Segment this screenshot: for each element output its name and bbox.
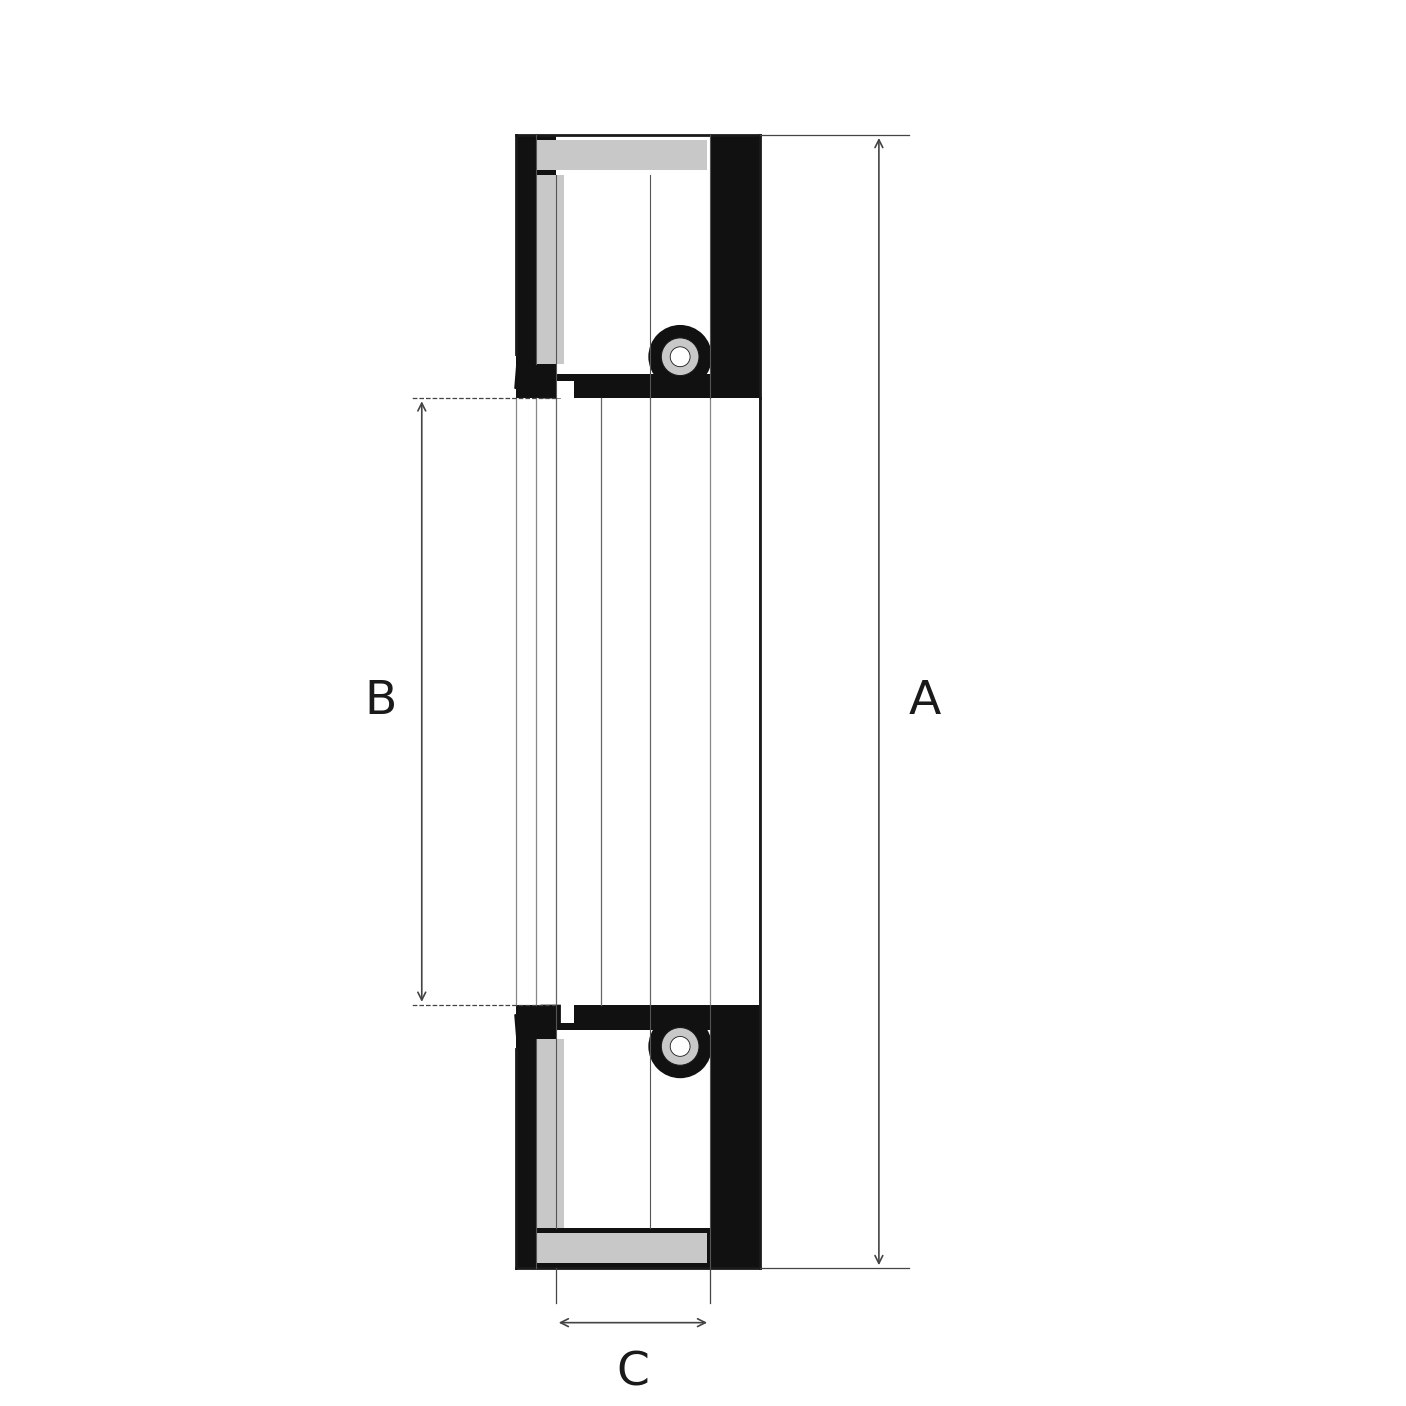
Circle shape [648,1015,711,1078]
Polygon shape [516,1039,536,1229]
Polygon shape [536,141,707,170]
Polygon shape [555,174,710,398]
Polygon shape [555,1005,574,1022]
Polygon shape [516,135,759,398]
Polygon shape [516,398,759,1005]
Polygon shape [516,1005,759,1268]
Circle shape [648,325,711,388]
Circle shape [661,1028,699,1066]
Polygon shape [555,381,574,398]
Polygon shape [536,174,564,364]
Polygon shape [536,1039,564,1229]
Polygon shape [515,364,561,398]
Polygon shape [555,1005,710,1229]
Text: B: B [364,679,396,724]
Polygon shape [536,1233,707,1263]
Text: A: A [908,679,941,724]
Text: C: C [616,1351,650,1396]
Polygon shape [555,374,710,398]
Circle shape [671,1036,690,1056]
Polygon shape [710,398,759,1005]
Polygon shape [555,135,710,174]
Polygon shape [515,1005,561,1039]
Polygon shape [516,174,536,364]
Polygon shape [555,1005,710,1029]
Circle shape [671,347,690,367]
Circle shape [661,337,699,375]
